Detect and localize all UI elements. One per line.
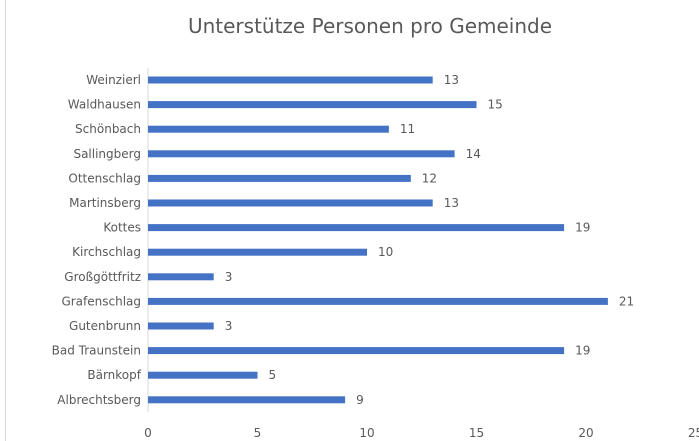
bar [148, 101, 477, 109]
x-tick-label: 20 [578, 426, 593, 440]
bar [148, 297, 608, 305]
bar [148, 150, 455, 158]
x-tick-label: 10 [359, 426, 374, 440]
bar [148, 125, 389, 133]
bar [148, 199, 433, 207]
x-tick-label: 25 [688, 426, 699, 440]
x-tick-label: 5 [254, 426, 262, 440]
category-label: Ottenschlag [68, 171, 141, 185]
category-label: Martinsberg [69, 196, 141, 210]
bar [148, 347, 565, 355]
chart-border [5, 0, 6, 441]
category-label: Grafenschlag [61, 294, 141, 308]
data-label: 11 [400, 122, 415, 136]
category-label: Bärnkopf [87, 368, 141, 382]
bar [148, 396, 346, 404]
data-label: 9 [356, 393, 364, 407]
data-label: 3 [225, 319, 233, 333]
data-label: 15 [488, 98, 503, 112]
category-label: Kottes [103, 221, 141, 235]
data-label: 13 [444, 196, 459, 210]
data-label: 21 [619, 294, 634, 308]
category-label: Gutenbrunn [69, 319, 141, 333]
data-label: 19 [575, 344, 590, 358]
category-label: Bad Traunstein [52, 344, 141, 358]
data-label: 10 [378, 245, 393, 259]
category-label: Albrechtsberg [57, 393, 141, 407]
data-label: 13 [444, 73, 459, 87]
bar [148, 174, 411, 182]
data-label: 12 [422, 171, 437, 185]
chart-title: Unterstütze Personen pro Gemeinde [187, 14, 553, 38]
bar [148, 322, 214, 330]
bar [148, 248, 367, 256]
x-tick-label: 0 [144, 426, 152, 440]
data-label: 14 [466, 147, 481, 161]
category-label: Sallingberg [73, 147, 141, 161]
bar [148, 371, 258, 379]
x-tick-label: 15 [469, 426, 484, 440]
category-label: Waldhausen [68, 98, 141, 112]
category-label: Weinzierl [86, 73, 141, 87]
bar [148, 224, 565, 232]
bar [148, 76, 433, 84]
data-label: 5 [269, 368, 277, 382]
category-label: Kirchschlag [72, 245, 141, 259]
data-label: 3 [225, 270, 233, 284]
category-label: Schönbach [75, 122, 141, 136]
bar [148, 273, 214, 281]
data-label: 19 [575, 221, 590, 235]
category-label: Großgöttfritz [64, 270, 141, 284]
